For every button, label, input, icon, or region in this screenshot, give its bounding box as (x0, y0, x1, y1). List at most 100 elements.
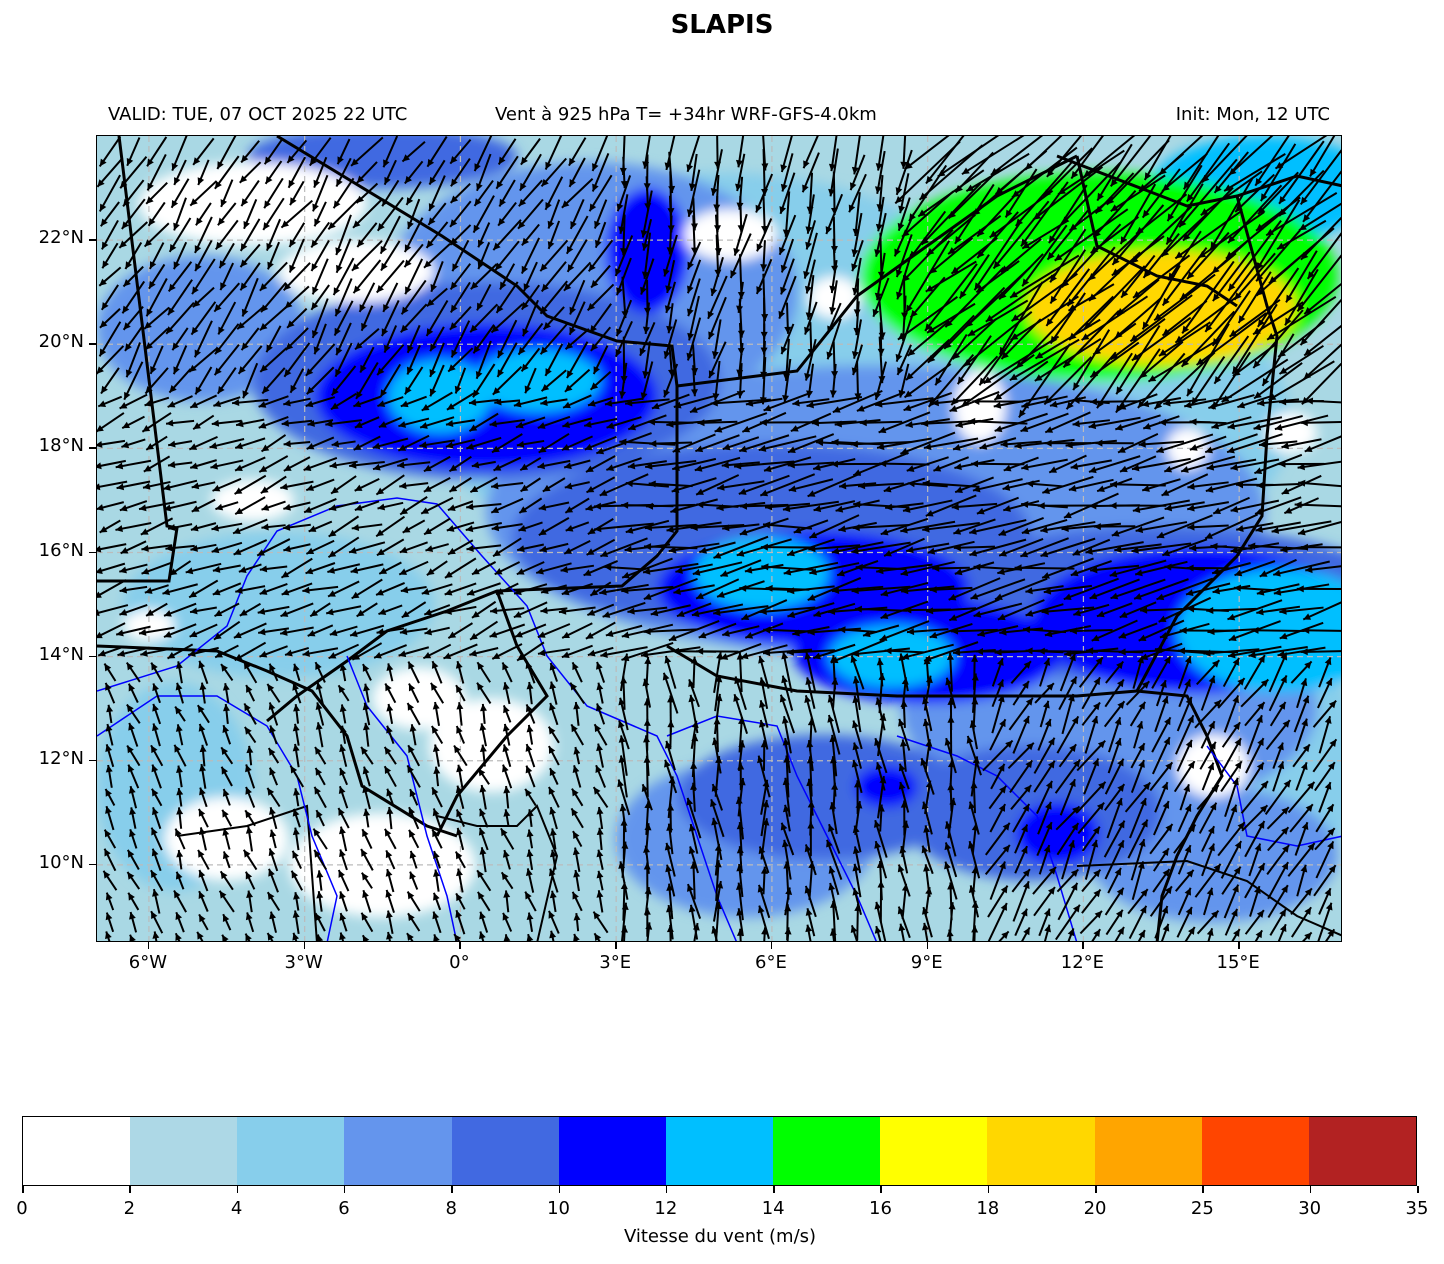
wind-vector-head (643, 907, 651, 915)
wind-vector (351, 240, 383, 272)
wind-vector-head (1001, 931, 1009, 939)
wind-vector-head (1005, 740, 1013, 749)
wind-vector-head (1297, 463, 1305, 471)
wind-vector-head (1268, 276, 1277, 284)
wind-vector-head (242, 390, 249, 399)
wind-vector-head (664, 842, 672, 851)
wind-vector-head (898, 653, 906, 661)
wind-vector-head (1279, 607, 1287, 615)
wind-vector-head (901, 883, 909, 892)
wind-vector-head (1248, 651, 1256, 659)
wind-vector (1302, 629, 1341, 632)
wind-vector-head (1273, 569, 1281, 577)
wind-vector (1300, 420, 1341, 424)
wind-vector-head (673, 588, 681, 595)
wind-vector-head (307, 419, 315, 427)
wind-vector-head (475, 370, 483, 379)
wind-vector (1065, 439, 1117, 447)
wind-vector (1135, 521, 1188, 532)
colorbar (22, 1116, 1417, 1186)
wind-vector-head (1184, 845, 1192, 853)
wind-vector-head (269, 807, 276, 815)
wind-vector-head (444, 607, 452, 615)
wind-vector-head (1158, 349, 1167, 356)
wind-vector-head (1294, 501, 1302, 509)
wind-vector-head (99, 203, 107, 212)
wind-vector-head (258, 628, 266, 636)
wind-vector-head (947, 697, 955, 705)
wind-vector (643, 232, 652, 279)
wind-vector-head (198, 891, 206, 899)
wind-vector (715, 234, 720, 277)
wind-vector-head (540, 399, 548, 407)
wind-vector-head (243, 220, 250, 229)
wind-vector-head (715, 675, 723, 683)
wind-vector-head (781, 716, 789, 724)
wind-vector-head (127, 849, 135, 858)
wind-vector (1092, 322, 1137, 356)
wind-vector (1070, 136, 1104, 180)
wind-vector-head (622, 653, 630, 662)
wind-vector (1049, 292, 1086, 345)
wind-vector-head (1187, 388, 1194, 397)
wind-vector-head (315, 722, 323, 730)
wind-vector (740, 644, 788, 659)
wind-vector-head (212, 566, 221, 573)
wind-vector-head (979, 377, 987, 386)
wind-vector-head (173, 366, 180, 375)
wind-vector (901, 229, 954, 283)
wind-vector-head (1268, 393, 1277, 401)
wind-vector-head (762, 800, 770, 808)
wind-vector-head (449, 464, 458, 472)
wind-vector (1248, 645, 1308, 657)
wind-vector (859, 420, 903, 424)
wind-vector (925, 494, 977, 517)
wind-vector-head (1208, 721, 1215, 730)
wind-vector-head (171, 162, 179, 171)
wind-vector-head (570, 682, 578, 691)
wind-vector-head (245, 786, 252, 795)
wind-vector-head (1071, 170, 1079, 179)
wind-vector-head (1328, 700, 1337, 709)
wind-vector-head (1041, 607, 1049, 615)
wind-vector-head (618, 735, 626, 743)
wind-vector-head (476, 183, 483, 191)
wind-vector-head (328, 221, 336, 230)
wind-vector-head (281, 419, 290, 427)
wind-vector-head (666, 925, 674, 933)
wind-vector-head (666, 823, 674, 831)
wind-vector-head (1081, 333, 1090, 341)
wind-vector-head (1230, 505, 1239, 513)
wind-vector-head (922, 718, 930, 727)
longitude-label: 15°E (1216, 952, 1260, 973)
wind-vector-head (879, 460, 887, 468)
wind-vector-head (500, 281, 507, 290)
wind-vector-head (620, 818, 628, 826)
wind-vector (1254, 136, 1290, 187)
wind-vector (490, 303, 524, 334)
wind-vector-head (362, 785, 370, 794)
wind-vector-head (664, 305, 672, 313)
wind-vector-head (1208, 843, 1215, 852)
wind-vector (1298, 202, 1341, 232)
wind-vector-head (606, 422, 615, 429)
wind-vector-head (714, 901, 722, 910)
wind-vector-head (502, 682, 510, 690)
wind-vector (1268, 360, 1335, 402)
wind-vector-head (1165, 823, 1173, 832)
wind-vector-head (1324, 782, 1332, 790)
wind-vector (1129, 294, 1193, 343)
wind-vector (644, 523, 697, 530)
wind-vector (1186, 231, 1230, 280)
wind-vector-head (1140, 798, 1147, 806)
wind-vector-head (246, 685, 253, 693)
wind-vector (473, 136, 493, 172)
wind-vector (283, 342, 311, 378)
wind-vector-head (642, 567, 651, 575)
wind-vector-head (152, 931, 160, 939)
wind-vector-head (267, 892, 275, 900)
wind-vector-head (715, 756, 723, 764)
wind-vector-head (1327, 841, 1334, 850)
wind-vector-head (1257, 702, 1265, 710)
wind-vector (1285, 250, 1318, 303)
